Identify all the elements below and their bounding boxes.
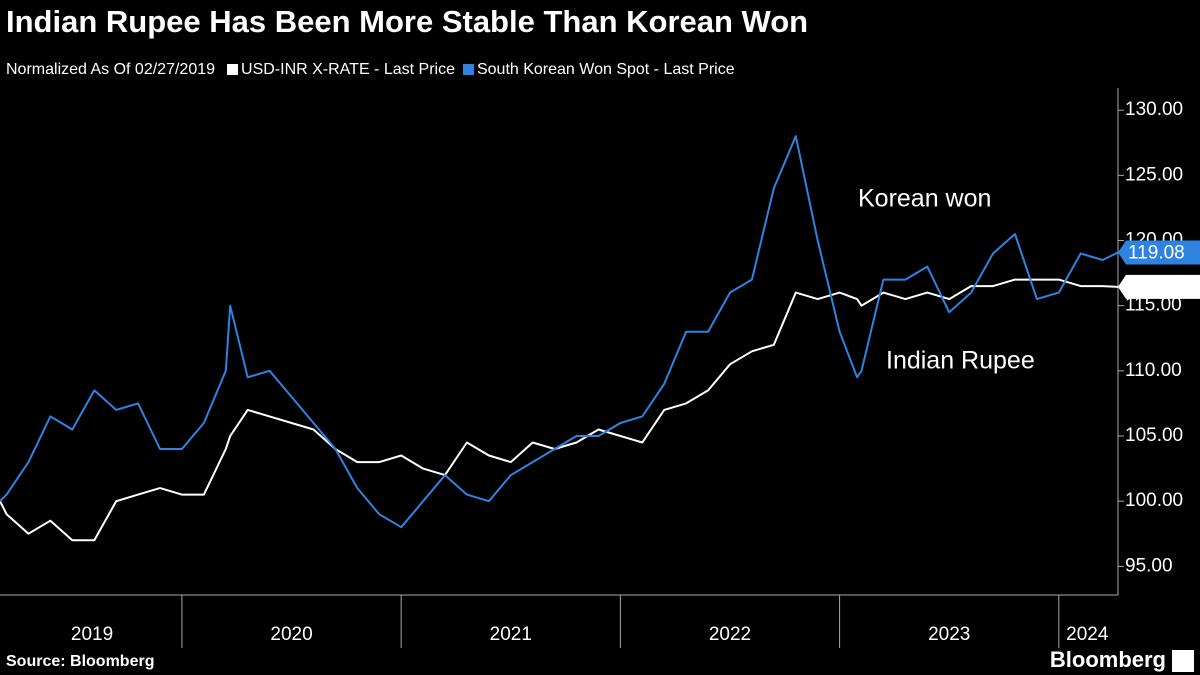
legend-label: USD-INR X-RATE - Last Price bbox=[241, 61, 455, 78]
y-tick-label: 100.00 bbox=[1125, 490, 1183, 511]
y-tick-label: 125.00 bbox=[1125, 164, 1183, 185]
x-tick-label: 2020 bbox=[270, 624, 312, 645]
series-line bbox=[0, 135, 1119, 529]
value-label-box bbox=[1118, 274, 1200, 299]
value-label: 119.08 bbox=[1128, 242, 1185, 263]
annotation: Korean won bbox=[858, 185, 991, 213]
logo-icon bbox=[1172, 650, 1194, 672]
series-line bbox=[0, 278, 1119, 542]
value-label-box bbox=[1118, 240, 1200, 265]
legend-swatch bbox=[227, 64, 239, 75]
legend-label: South Korean Won Spot - Last Price bbox=[477, 61, 735, 78]
annotation: Indian Rupee bbox=[886, 347, 1035, 375]
y-tick-label: 110.00 bbox=[1125, 360, 1182, 381]
chart-title: Indian Rupee Has Been More Stable Than K… bbox=[6, 4, 808, 39]
x-tick-label: 2024 bbox=[1066, 624, 1109, 645]
y-tick-label: 105.00 bbox=[1125, 425, 1183, 446]
x-tick-label: 2023 bbox=[928, 624, 970, 645]
y-tick-label: 115.00 bbox=[1125, 295, 1182, 316]
y-tick-label: 130.00 bbox=[1125, 99, 1183, 120]
logo: Bloomberg bbox=[1050, 647, 1166, 672]
x-tick-label: 2021 bbox=[490, 624, 532, 645]
legend-swatch bbox=[462, 64, 474, 75]
y-tick-label: 95.00 bbox=[1125, 555, 1173, 576]
source: Source: Bloomberg bbox=[6, 653, 154, 670]
x-tick-label: 2019 bbox=[71, 624, 113, 645]
x-tick-label: 2022 bbox=[709, 624, 751, 645]
value-label: 116.44 bbox=[1128, 277, 1185, 298]
chart-subtitle: Normalized As Of 02/27/2019 bbox=[6, 61, 215, 78]
